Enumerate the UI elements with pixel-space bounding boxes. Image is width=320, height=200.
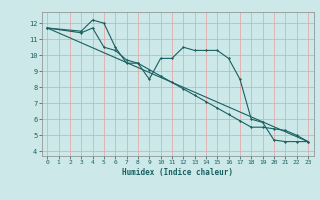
X-axis label: Humidex (Indice chaleur): Humidex (Indice chaleur) xyxy=(122,168,233,177)
